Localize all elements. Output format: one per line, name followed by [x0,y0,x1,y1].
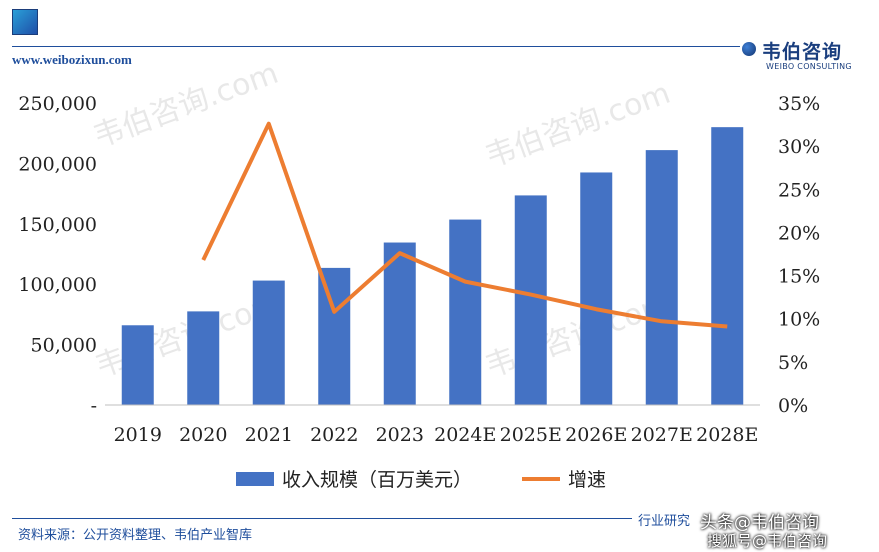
logo-square-icon [12,9,38,35]
legend-bar-swatch [236,472,274,486]
bar-2028E [711,127,744,405]
y-right-tick-label: 30% [778,136,820,158]
bar-2021 [252,280,285,405]
y-right-tick-label: 0% [778,395,808,417]
y-left-tick-label: 250,000 [18,93,97,115]
x-tick-label: 2028E [696,424,758,446]
x-tick-label: 2026E [565,424,627,446]
legend-bar-label: 收入规模（百万美元） [282,469,472,491]
site-url[interactable]: www.weibozixun.com [12,52,132,67]
brand-name-en: WEIBO CONSULTING [766,62,852,71]
footer-divider [12,518,632,519]
y-right-tick-label: 10% [778,309,820,331]
bar-2020 [187,311,220,405]
x-tick-label: 2022 [310,424,358,446]
brand-globe-icon [742,42,756,56]
brand-logo: 韦伯咨询 WEIBO CONSULTING [742,37,872,73]
x-tick-label: 2019 [114,424,162,446]
y-right-tick-label: 5% [778,352,808,374]
x-tick-label: 2025E [500,424,562,446]
y-right-tick-label: 25% [778,179,820,201]
legend-line-label: 增速 [568,469,606,491]
bar-2026E [580,172,613,405]
bar-2025E [514,195,547,405]
brand-name-cn: 韦伯咨询 [762,41,843,63]
y-left-tick-label: - [91,395,97,417]
bar-2027E [645,150,678,405]
footer-tagline: 行业研究 [638,514,691,529]
header-divider [12,46,740,47]
bar-2022 [318,267,351,405]
legend: 收入规模（百万美元） 增速 [236,469,606,491]
bar-2019 [121,325,154,405]
x-tick-label: 2024E [434,424,496,446]
y-left-tick-label: 200,000 [18,153,97,175]
bar-2024E [449,219,482,405]
platform-watermark: 头条@韦伯咨询 [700,513,819,533]
y-left-tick-label: 150,000 [18,214,97,236]
y-left-tick-label: 50,000 [31,335,97,357]
y-left-tick-label: 100,000 [18,274,97,296]
x-tick-label: 2023 [376,424,424,446]
y-right-tick-label: 20% [778,222,820,244]
platform-watermark: 搜狐号@韦伯咨询 [707,532,828,550]
x-tick-label: 2020 [179,424,227,446]
x-tick-label: 2027E [631,424,693,446]
growth-rate-line [201,121,728,329]
y-right-tick-label: 35% [778,93,820,115]
bar-2023 [383,242,416,405]
data-source: 资料来源：公开资料整理、韦伯产业智库 [18,528,253,543]
x-tick-label: 2021 [245,424,293,446]
y-right-tick-label: 15% [778,266,820,288]
